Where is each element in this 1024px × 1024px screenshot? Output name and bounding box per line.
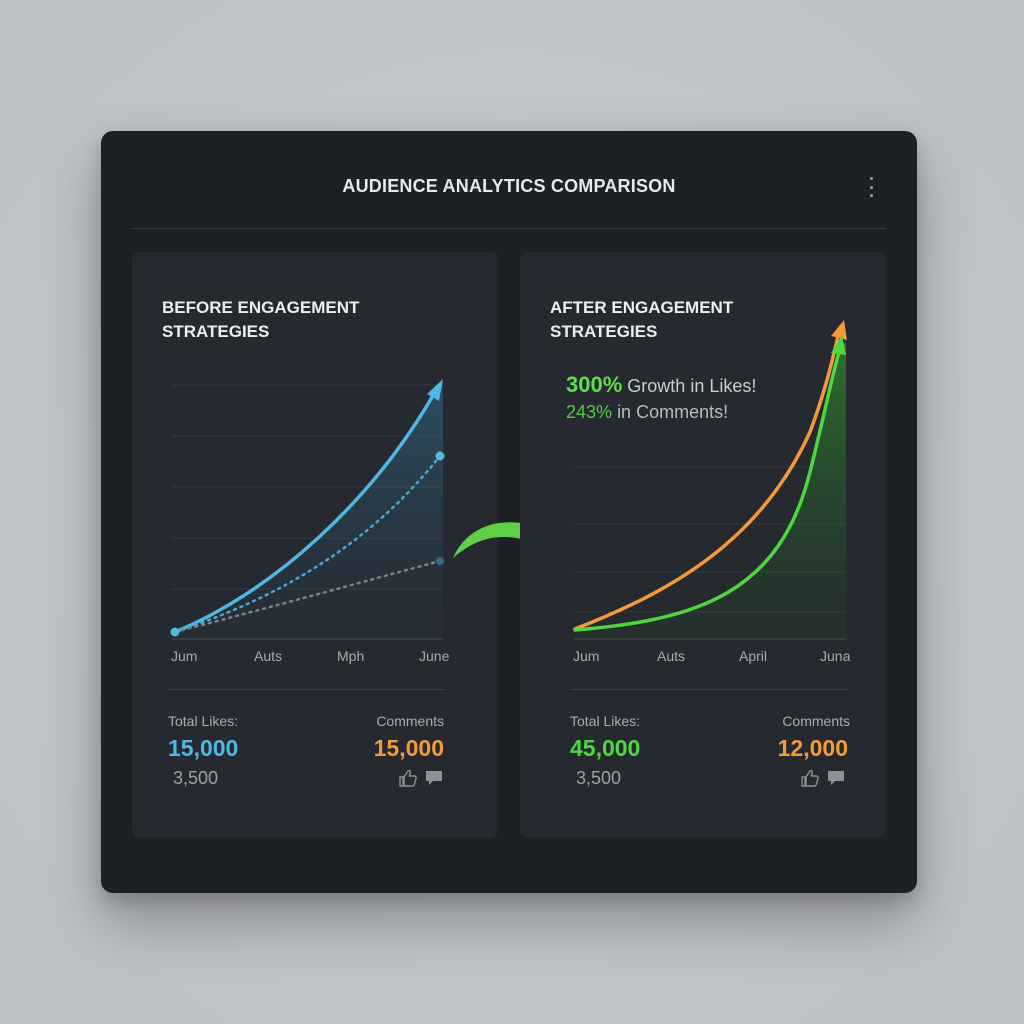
- before-x-label-3: Mph: [337, 648, 365, 664]
- before-likes-label: Total Likes:: [168, 713, 239, 729]
- before-stats-divider: [168, 689, 444, 690]
- before-chart: [170, 379, 445, 640]
- after-area-fill: [575, 340, 846, 639]
- after-x-label-2: Auts: [657, 648, 686, 664]
- comment-icon: [426, 771, 442, 785]
- before-start-point: [170, 627, 180, 637]
- window-title: AUDIENCE ANALYTICS COMPARISON: [342, 176, 676, 196]
- before-dotted-line: [173, 454, 442, 634]
- after-likes-value: 45,000: [570, 735, 641, 761]
- after-growth-likes: 300% Growth in Likes!: [566, 372, 756, 398]
- after-chart: [573, 320, 847, 640]
- after-likes-label: Total Likes:: [570, 713, 641, 729]
- before-comments-value: 15,000: [373, 735, 444, 761]
- before-stat-icons: [398, 769, 444, 787]
- after-growth-comments-pct: 243%: [566, 402, 613, 422]
- before-x-label-1: Jum: [171, 648, 198, 664]
- after-growth-likes-text: Growth in Likes!: [627, 376, 757, 396]
- after-comments-label: Comments: [782, 713, 850, 729]
- before-panel-title: BEFORE ENGAGEMENT STRATEGIES: [162, 298, 360, 341]
- after-likes-sub: 3,500: [576, 768, 622, 788]
- before-panel: BEFORE ENGAGEMENT STRATEGIES: [132, 252, 498, 838]
- before-x-label-2: Auts: [254, 648, 283, 664]
- after-stat-icons: [800, 769, 846, 787]
- thumbs-up-icon: [801, 769, 819, 787]
- after-growth-comments-text: in Comments!: [617, 402, 729, 422]
- kebab-menu-icon[interactable]: [865, 177, 877, 197]
- before-likes-sub: 3,500: [173, 768, 219, 788]
- after-likes-line: [573, 350, 841, 632]
- before-dotted-endpoint: [435, 451, 445, 461]
- header-divider: [132, 228, 886, 229]
- analytics-window: AUDIENCE ANALYTICS COMPARISON BEFORE ENG…: [101, 131, 917, 893]
- after-comments-line: [573, 334, 840, 631]
- after-comments-arrowhead: [831, 320, 847, 340]
- after-growth-likes-pct: 300%: [566, 372, 623, 397]
- before-gray-line: [173, 559, 442, 634]
- after-stats-divider: [570, 689, 848, 690]
- comment-icon: [828, 771, 844, 785]
- before-likes-line: [173, 390, 437, 634]
- thumbs-up-icon: [399, 769, 417, 787]
- before-area-fill: [175, 382, 443, 639]
- before-gray-endpoint: [436, 557, 444, 565]
- after-panel: AFTER ENGAGEMENT STRATEGIES 300% Growth …: [520, 252, 886, 838]
- after-x-label-4: Juna: [820, 648, 851, 664]
- after-growth-comments: 243% in Comments!: [566, 402, 728, 423]
- after-panel-title: AFTER ENGAGEMENT STRATEGIES: [550, 298, 734, 341]
- before-likes-arrowhead: [427, 379, 443, 401]
- after-comments-value: 12,000: [777, 735, 848, 761]
- before-comments-label: Comments: [376, 713, 444, 729]
- after-x-label-3: April: [739, 648, 768, 664]
- after-likes-arrowhead: [831, 335, 846, 355]
- before-likes-value: 15,000: [168, 735, 239, 761]
- before-x-label-4: June: [419, 648, 450, 664]
- after-x-label-1: Jum: [573, 648, 600, 664]
